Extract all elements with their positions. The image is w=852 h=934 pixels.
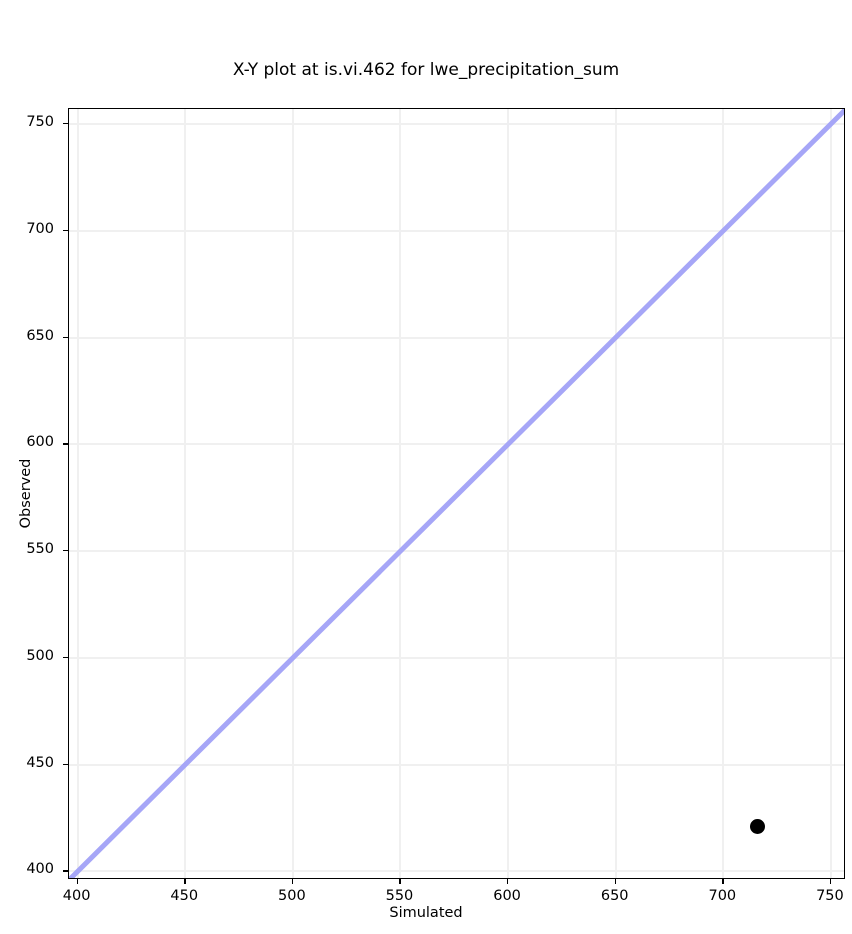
gridline-horizontal [69, 336, 844, 339]
x-tick-mark [184, 879, 186, 884]
x-tick-mark [399, 879, 401, 884]
gridline-vertical [184, 109, 187, 878]
gridline-horizontal [69, 229, 844, 232]
x-tick-mark [614, 879, 616, 884]
gridline-horizontal [69, 870, 844, 873]
y-tick-mark [63, 870, 68, 872]
gridline-vertical [614, 109, 617, 878]
plot-area [68, 108, 845, 879]
x-tick-mark [291, 879, 294, 884]
x-tick-mark [507, 879, 509, 884]
y-tick-label: 650 [26, 327, 54, 344]
gridline-vertical [76, 109, 79, 878]
x-tick-mark [829, 879, 832, 884]
y-axis-label: Observed [18, 458, 34, 529]
y-tick-label: 700 [26, 220, 54, 237]
gridline-vertical [722, 109, 725, 878]
x-tick-mark [76, 879, 78, 884]
x-tick-label: 500 [278, 888, 306, 904]
y-tick-label: 400 [26, 861, 54, 878]
gridline-horizontal [69, 443, 844, 446]
y-tick-label: 600 [26, 434, 54, 451]
x-tick-label: 600 [493, 888, 521, 904]
data-point-marker [750, 819, 766, 835]
x-tick-label: 450 [170, 888, 199, 904]
y-tick-mark [63, 550, 68, 552]
x-tick-label: 400 [62, 888, 91, 904]
x-axis-label: Simulated [389, 905, 463, 921]
gridline-vertical [829, 109, 832, 878]
x-tick-label: 700 [708, 888, 737, 904]
gridline-horizontal [69, 550, 844, 553]
x-tick-label: 550 [385, 888, 414, 904]
x-tick-label: 750 [816, 888, 844, 904]
y-tick-mark [63, 122, 68, 125]
gridline-horizontal [69, 122, 844, 125]
y-tick-mark [63, 336, 68, 338]
identity-line [69, 109, 844, 878]
gridline-horizontal [69, 763, 844, 766]
gridline-vertical [399, 109, 402, 878]
y-tick-mark [63, 656, 68, 659]
y-tick-label: 750 [26, 113, 54, 130]
gridline-vertical [507, 109, 510, 878]
y-tick-label: 550 [26, 541, 54, 558]
y-tick-mark [63, 443, 68, 445]
y-tick-label: 500 [26, 647, 54, 664]
y-tick-mark [63, 229, 68, 232]
gridline-horizontal [69, 656, 844, 659]
y-tick-label: 450 [26, 754, 54, 771]
series-layer [69, 109, 844, 878]
x-tick-label: 650 [600, 888, 629, 904]
x-tick-mark [722, 879, 724, 884]
gridline-vertical [291, 109, 294, 878]
chart-title-line-1: X-Y plot at is.vi.462 for lwe_precipitat… [232, 60, 620, 80]
y-tick-mark [63, 763, 68, 765]
